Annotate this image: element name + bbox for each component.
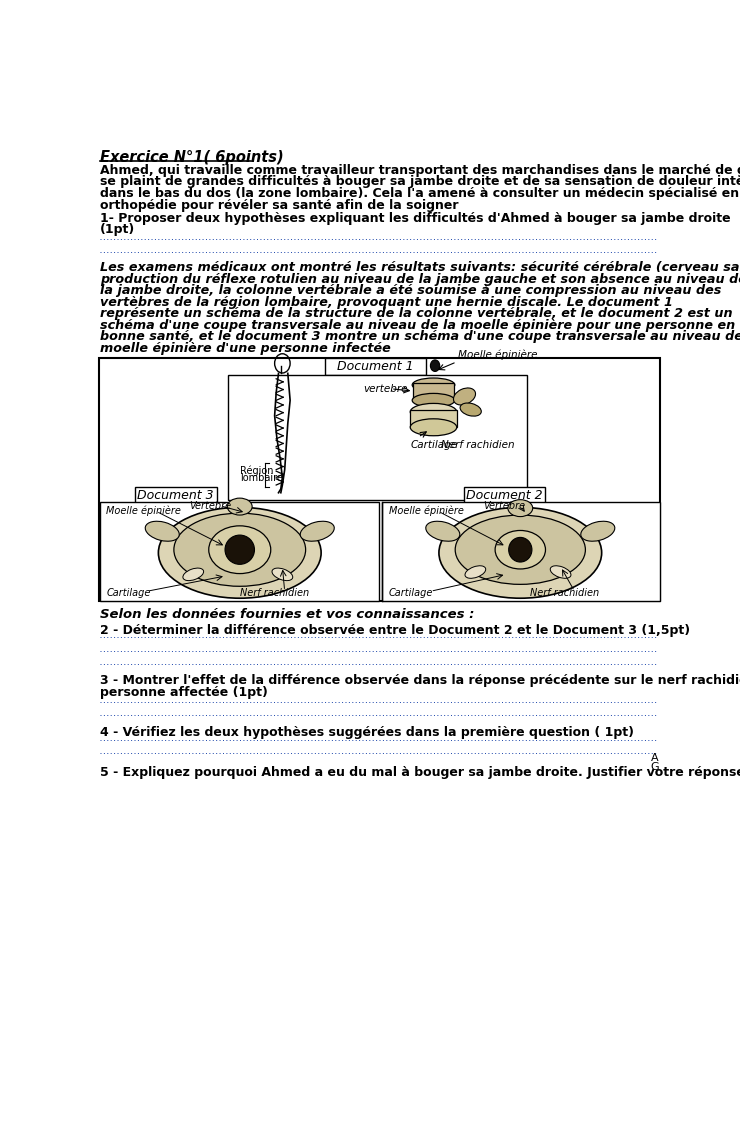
Ellipse shape [300, 521, 334, 541]
Ellipse shape [465, 566, 485, 579]
Text: Exercice N°1( 6points): Exercice N°1( 6points) [100, 150, 284, 165]
Text: lombaire: lombaire [240, 473, 283, 483]
Ellipse shape [174, 513, 306, 587]
Ellipse shape [410, 403, 457, 420]
Text: Document 1: Document 1 [337, 360, 414, 373]
Ellipse shape [431, 360, 440, 372]
Text: G: G [650, 762, 659, 771]
Bar [464, 488, 545, 503]
Text: représente un schéma de la structure de la colonne vertébrale, et le document 2 : représente un schéma de la structure de … [100, 308, 733, 320]
Ellipse shape [439, 507, 602, 598]
Text: A: A [650, 753, 658, 762]
Text: vertèbres de la région lombaire, provoquant une hernie discale. Le document 1: vertèbres de la région lombaire, provoqu… [100, 296, 673, 309]
Text: Moelle épinière: Moelle épinière [458, 350, 538, 360]
Text: Moelle épinière: Moelle épinière [388, 506, 463, 517]
Text: moelle épinière d'une personne infectée: moelle épinière d'une personne infectée [100, 342, 391, 355]
Text: personne affectée (1pt): personne affectée (1pt) [100, 687, 268, 699]
Text: orthopédie pour révéler sa santé afin de la soigner: orthopédie pour révéler sa santé afin de… [100, 199, 459, 211]
Text: Nerf rachidien: Nerf rachidien [530, 588, 599, 598]
Text: Nerf rachidien: Nerf rachidien [240, 588, 309, 598]
Text: Nerf rachidien: Nerf rachidien [441, 440, 515, 450]
Ellipse shape [227, 498, 252, 515]
Bar [413, 383, 454, 401]
Text: Ahmed, qui travaille comme travailleur transportant des marchandises dans le mar: Ahmed, qui travaille comme travailleur t… [100, 164, 740, 177]
Text: Vertebre: Vertebre [483, 501, 525, 511]
Bar [100, 502, 380, 600]
Text: dans le bas du dos (la zone lombaire). Cela l'a amené à consulter un médecin spé: dans le bas du dos (la zone lombaire). C… [100, 187, 739, 200]
Bar [383, 502, 660, 600]
Ellipse shape [495, 530, 545, 569]
Ellipse shape [272, 568, 293, 581]
Text: bonne santé, et le document 3 montre un schéma d'une coupe transversale au nivea: bonne santé, et le document 3 montre un … [100, 331, 740, 343]
Text: Cartilage: Cartilage [410, 440, 457, 450]
Text: Document 3: Document 3 [137, 489, 214, 502]
Ellipse shape [209, 526, 271, 574]
Ellipse shape [581, 521, 615, 541]
Ellipse shape [225, 535, 255, 565]
Bar [410, 410, 457, 427]
Ellipse shape [508, 537, 532, 563]
Text: Région: Région [240, 466, 273, 476]
Ellipse shape [460, 403, 481, 416]
Text: schéma d'une coupe transversale au niveau de la moelle épinière pour une personn: schéma d'une coupe transversale au nivea… [100, 319, 736, 332]
Text: Selon les données fournies et vos connaissances :: Selon les données fournies et vos connai… [100, 608, 474, 621]
Ellipse shape [551, 566, 571, 579]
Text: Vertebre: Vertebre [189, 501, 232, 511]
Ellipse shape [158, 507, 321, 598]
Text: (1pt): (1pt) [100, 223, 135, 236]
Text: 3 - Montrer l'effet de la différence observée dans la réponse précédente sur le : 3 - Montrer l'effet de la différence obs… [100, 675, 740, 688]
Text: 1- Proposer deux hypothèses expliquant les difficultés d'Ahmed à bouger sa jambe: 1- Proposer deux hypothèses expliquant l… [100, 211, 731, 225]
Bar [98, 358, 660, 600]
Ellipse shape [454, 388, 476, 405]
Ellipse shape [145, 521, 179, 541]
Ellipse shape [508, 499, 533, 517]
Ellipse shape [425, 521, 460, 541]
Text: Cartilage: Cartilage [388, 588, 433, 598]
Text: 5 - Expliquez pourquoi Ahmed a eu du mal à bouger sa jambe droite. Justifier vot: 5 - Expliquez pourquoi Ahmed a eu du mal… [100, 766, 740, 779]
Ellipse shape [455, 515, 585, 584]
Ellipse shape [412, 378, 455, 391]
Text: 2 - Déterminer la différence observée entre le Document 2 et le Document 3 (1,5p: 2 - Déterminer la différence observée en… [100, 623, 690, 637]
Text: 4 - Vérifiez les deux hypothèses suggérées dans la première question ( 1pt): 4 - Vérifiez les deux hypothèses suggéré… [100, 726, 634, 739]
Text: se plaint de grandes difficultés à bouger sa jambe droite et de sa sensation de : se plaint de grandes difficultés à bouge… [100, 176, 740, 188]
Text: Cartilage: Cartilage [107, 588, 151, 598]
Text: Document 2: Document 2 [465, 489, 542, 502]
Bar [325, 358, 426, 375]
Text: production du réflexe rotulien au niveau de la jambe gauche et son absence au ni: production du réflexe rotulien au niveau… [100, 272, 740, 286]
Text: vertebre: vertebre [364, 383, 408, 394]
Ellipse shape [412, 394, 455, 408]
Text: Moelle épinière: Moelle épinière [107, 506, 181, 517]
Text: la jambe droite, la colonne vertébrale a été soumise à une compression au niveau: la jambe droite, la colonne vertébrale a… [100, 284, 722, 297]
Ellipse shape [183, 568, 204, 581]
Text: Les examens médicaux ont montré les résultats suivants: sécurité cérébrale (cerv: Les examens médicaux ont montré les résu… [100, 261, 740, 274]
Bar [135, 488, 217, 503]
Bar [228, 375, 526, 501]
Ellipse shape [410, 419, 457, 436]
